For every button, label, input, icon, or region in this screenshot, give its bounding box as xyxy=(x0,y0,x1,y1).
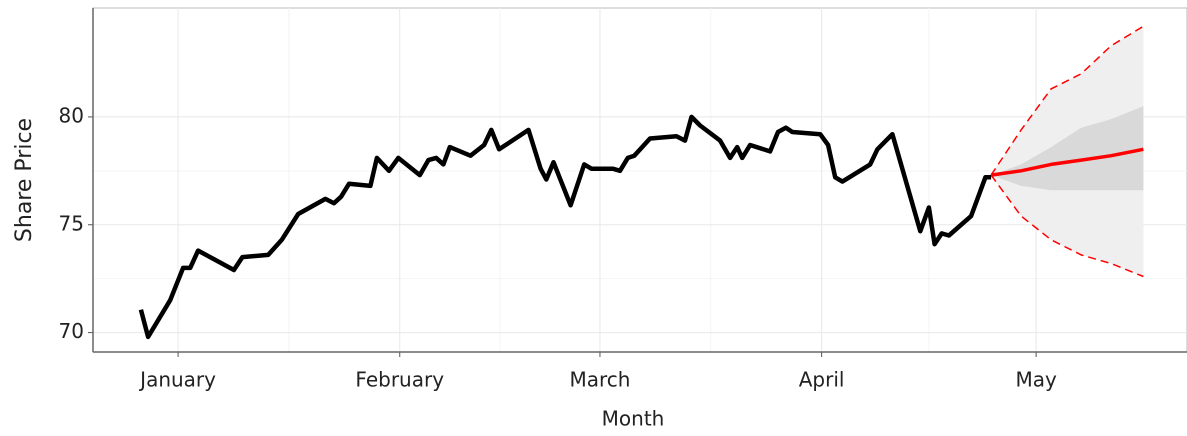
x-tick-label: April xyxy=(799,368,845,392)
x-tick-label: January xyxy=(138,368,216,392)
x-tick-label: May xyxy=(1015,368,1057,392)
y-axis-label: Share Price xyxy=(12,118,37,242)
x-tick-label: February xyxy=(355,368,444,392)
band-edge xyxy=(990,25,1144,176)
y-tick-label: 80 xyxy=(59,103,84,127)
band-edge xyxy=(990,174,1144,278)
x-axis-label: Month xyxy=(602,407,665,431)
x-tick-label: March xyxy=(569,368,630,392)
y-tick-label: 70 xyxy=(59,319,84,343)
y-tick-label: 75 xyxy=(59,211,84,235)
line xyxy=(990,147,1144,177)
line xyxy=(138,114,992,340)
